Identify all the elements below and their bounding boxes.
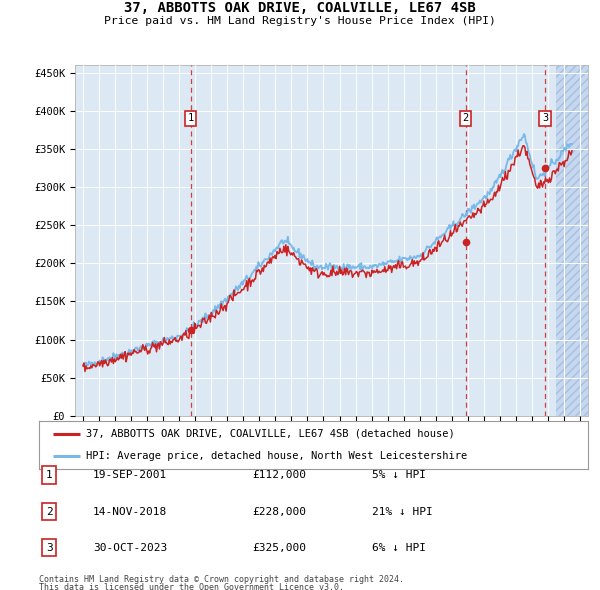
Text: 1: 1 xyxy=(46,470,53,480)
Text: 21% ↓ HPI: 21% ↓ HPI xyxy=(372,507,433,516)
Text: 37, ABBOTTS OAK DRIVE, COALVILLE, LE67 4SB: 37, ABBOTTS OAK DRIVE, COALVILLE, LE67 4… xyxy=(124,1,476,15)
Text: £112,000: £112,000 xyxy=(252,470,306,480)
Text: 3: 3 xyxy=(46,543,53,552)
Text: 6% ↓ HPI: 6% ↓ HPI xyxy=(372,543,426,552)
Text: 2: 2 xyxy=(463,113,469,123)
Text: £228,000: £228,000 xyxy=(252,507,306,516)
Text: Price paid vs. HM Land Registry's House Price Index (HPI): Price paid vs. HM Land Registry's House … xyxy=(104,16,496,26)
Text: This data is licensed under the Open Government Licence v3.0.: This data is licensed under the Open Gov… xyxy=(39,583,344,590)
Text: Contains HM Land Registry data © Crown copyright and database right 2024.: Contains HM Land Registry data © Crown c… xyxy=(39,575,404,584)
Text: 30-OCT-2023: 30-OCT-2023 xyxy=(93,543,167,552)
Text: 19-SEP-2001: 19-SEP-2001 xyxy=(93,470,167,480)
Text: 2: 2 xyxy=(46,507,53,516)
Text: 3: 3 xyxy=(542,113,548,123)
Text: 37, ABBOTTS OAK DRIVE, COALVILLE, LE67 4SB (detached house): 37, ABBOTTS OAK DRIVE, COALVILLE, LE67 4… xyxy=(86,429,454,439)
Text: 1: 1 xyxy=(188,113,194,123)
Text: 14-NOV-2018: 14-NOV-2018 xyxy=(93,507,167,516)
Text: £325,000: £325,000 xyxy=(252,543,306,552)
Text: 5% ↓ HPI: 5% ↓ HPI xyxy=(372,470,426,480)
Text: HPI: Average price, detached house, North West Leicestershire: HPI: Average price, detached house, Nort… xyxy=(86,451,467,461)
